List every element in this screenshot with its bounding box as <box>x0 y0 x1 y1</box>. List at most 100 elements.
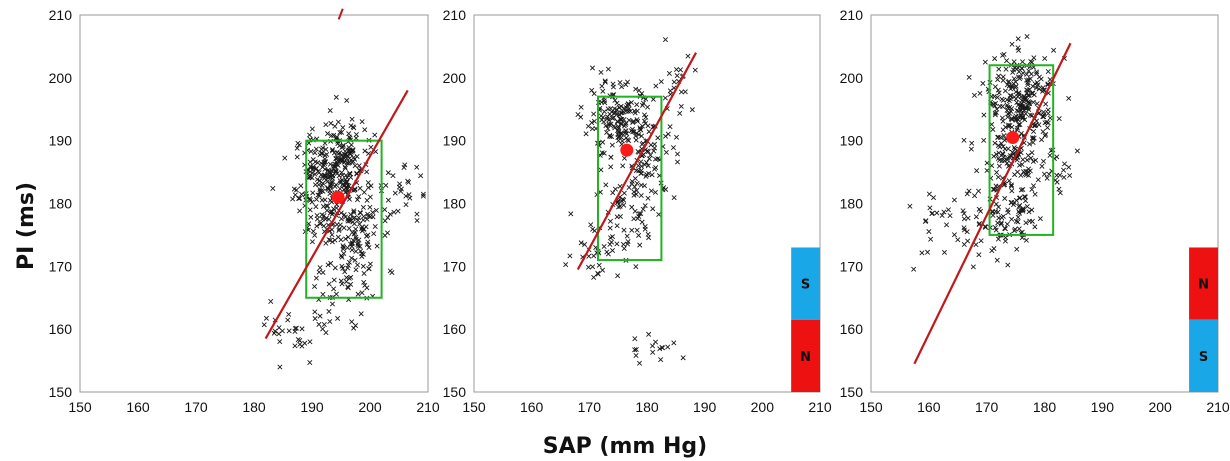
data-point <box>332 164 338 170</box>
data-point <box>677 67 684 73</box>
data-point <box>317 265 323 271</box>
data-point <box>1030 136 1036 142</box>
data-point <box>966 188 972 194</box>
x-tick-label: 180 <box>635 399 659 415</box>
data-point <box>568 211 574 217</box>
data-point <box>995 134 1001 140</box>
data-point <box>364 169 370 175</box>
data-point <box>1005 209 1011 215</box>
data-point <box>354 262 361 268</box>
data-point <box>631 129 637 135</box>
data-point <box>357 243 363 249</box>
data-point <box>638 182 644 188</box>
data-point <box>361 270 367 276</box>
data-point <box>329 147 336 153</box>
data-point <box>333 94 339 100</box>
data-point <box>307 159 313 165</box>
data-point <box>674 151 681 157</box>
chart-panel-3: N S 150 160 170 180 190 200 210 150 160 170 180 190 20… <box>840 7 1230 415</box>
data-point <box>328 171 334 177</box>
data-point <box>357 185 363 191</box>
data-point <box>340 246 346 252</box>
data-point <box>420 193 426 199</box>
data-point <box>344 160 350 166</box>
y-tick-label: 170 <box>443 258 467 274</box>
y-tick-label: 210 <box>840 7 864 23</box>
data-point <box>344 184 350 190</box>
data-point <box>347 171 353 177</box>
data-point <box>1031 135 1037 141</box>
data-point <box>1067 172 1073 179</box>
data-point <box>320 291 326 297</box>
data-point <box>1024 203 1030 209</box>
data-point <box>358 311 364 317</box>
mean-point <box>1006 131 1020 145</box>
data-point <box>621 190 627 196</box>
data-point <box>1027 112 1033 118</box>
data-point <box>321 159 327 165</box>
data-point <box>1027 76 1033 82</box>
data-point <box>323 146 329 152</box>
data-point <box>1001 133 1007 139</box>
data-point <box>336 226 342 232</box>
data-point <box>338 237 344 243</box>
data-point <box>307 207 313 213</box>
y-tick-label: 160 <box>840 321 864 337</box>
data-point <box>308 148 314 154</box>
y-axis-title: PI (ms) <box>14 182 39 270</box>
data-point <box>646 156 652 162</box>
y-tick-label: 180 <box>443 196 467 212</box>
data-point <box>982 224 988 230</box>
data-point <box>1044 175 1050 181</box>
data-point <box>645 163 651 169</box>
data-point <box>282 155 288 161</box>
data-point <box>361 189 367 195</box>
data-point <box>1014 66 1020 72</box>
data-point <box>588 222 594 228</box>
data-point <box>1019 235 1025 241</box>
data-point <box>1018 131 1024 137</box>
data-point <box>387 211 393 217</box>
data-point <box>614 107 620 113</box>
data-point <box>418 173 424 179</box>
data-point <box>292 328 298 335</box>
data-point <box>652 156 659 162</box>
data-point <box>331 206 337 212</box>
data-point <box>563 262 569 268</box>
data-point <box>1018 150 1024 156</box>
data-point <box>965 215 971 221</box>
data-point <box>996 150 1002 156</box>
data-point <box>1047 152 1053 158</box>
data-point <box>639 141 645 147</box>
data-point <box>990 208 996 214</box>
data-point <box>297 208 303 214</box>
data-point <box>1005 79 1011 85</box>
data-point <box>621 155 628 161</box>
data-point <box>1028 58 1034 65</box>
data-point <box>362 127 368 133</box>
data-point <box>329 301 335 307</box>
data-point <box>314 212 320 219</box>
data-point <box>995 87 1001 93</box>
data-point <box>1025 82 1031 88</box>
data-point <box>370 209 376 215</box>
data-point <box>1032 224 1038 230</box>
data-point <box>326 281 332 287</box>
data-point <box>343 279 349 285</box>
data-point <box>945 207 951 213</box>
data-point <box>365 185 371 191</box>
data-point <box>1019 66 1025 72</box>
data-point <box>322 173 328 179</box>
data-point <box>621 105 627 111</box>
stack-bar-segment <box>791 247 820 320</box>
data-point <box>973 214 979 220</box>
data-point <box>611 110 617 116</box>
data-point <box>364 216 370 222</box>
data-point <box>340 244 347 250</box>
data-point <box>993 151 999 157</box>
data-point <box>1018 187 1024 193</box>
data-point <box>586 253 592 259</box>
data-point <box>1008 93 1014 99</box>
data-point <box>671 340 677 346</box>
